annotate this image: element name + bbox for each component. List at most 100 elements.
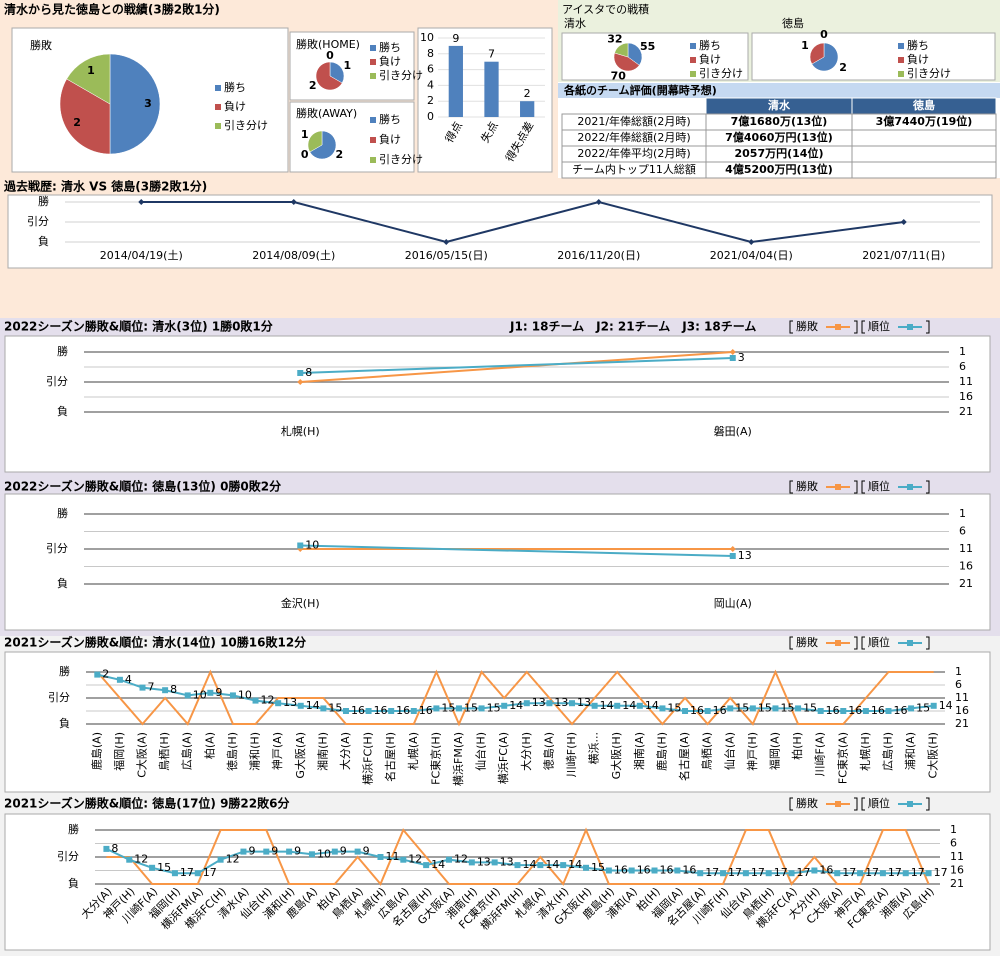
x-tick-label: 広島(A) [180, 732, 194, 770]
marker [729, 349, 736, 355]
data-label: 17 [842, 866, 856, 879]
marker [720, 870, 727, 877]
slice-label: 1 [343, 59, 351, 72]
chart-box [4, 813, 991, 951]
data-label: 7 [148, 681, 155, 694]
marker [546, 700, 553, 707]
x-tick-label: 名古屋(H) [383, 732, 397, 782]
data-label: 9 [215, 686, 222, 699]
table-cell-text: 2021/年俸総額(2月時) [577, 114, 690, 128]
legend-swatch [370, 157, 376, 163]
chart-box [4, 651, 991, 793]
x-tick-label: 2021/07/11(日) [862, 249, 945, 262]
legend-bracket [861, 797, 865, 811]
table-cell-text: 2022/年俸総額(2月時) [577, 130, 690, 144]
x-tick-label: 鳥栖(A) [700, 732, 714, 770]
legend-marker [835, 640, 841, 646]
bar [520, 101, 535, 117]
series-line [300, 357, 733, 374]
data-label: 14 [568, 858, 582, 871]
x-tick-label: 大分(H) [519, 732, 533, 771]
marker [365, 708, 372, 714]
data-label: 17 [911, 866, 925, 879]
marker [455, 705, 462, 712]
slice-label: 2 [73, 116, 81, 129]
section-title: アイスタでの戦積 [562, 2, 649, 16]
legend-marker [907, 484, 913, 490]
marker [331, 848, 338, 855]
pie-slice [66, 53, 111, 105]
data-label: 12 [226, 853, 240, 866]
legend-label: 勝敗 [796, 319, 818, 333]
x-tick-label: 仙台(H) [474, 732, 488, 771]
data-label: 16 [690, 704, 704, 717]
legend-bracket [854, 797, 858, 811]
slice-label: 55 [640, 40, 655, 53]
marker [636, 702, 643, 709]
chart-title: 徳島 [782, 16, 804, 30]
data-label: 13 [477, 855, 491, 868]
data-label: 14 [545, 858, 559, 871]
legend-marker [835, 324, 841, 330]
data-label: 16 [660, 864, 674, 877]
x-tick-label: 川崎F(H) [564, 732, 578, 777]
marker [682, 708, 689, 714]
data-label: 15 [464, 701, 478, 714]
data-label: 17 [797, 866, 811, 879]
bar-label: 2 [524, 87, 531, 100]
marker [194, 870, 201, 877]
slice-label: 70 [611, 70, 627, 83]
marker [834, 870, 841, 877]
data-label: 9 [294, 845, 301, 858]
data-label: 15 [735, 701, 749, 714]
chart-title: 2022シーズン勝敗&順位: 清水(3位) 1勝0敗1分 [4, 319, 273, 334]
legend-bracket [854, 320, 858, 334]
marker [275, 700, 282, 707]
y-tick-label: 勝 [57, 344, 68, 358]
data-label: 13 [554, 696, 568, 709]
marker [240, 848, 247, 855]
marker [103, 845, 110, 852]
marker [445, 856, 452, 863]
table-cell [851, 161, 997, 179]
marker [286, 848, 293, 855]
marker [388, 708, 395, 714]
x-tick-label: 福岡(A) [767, 732, 781, 770]
data-label: 16 [848, 704, 862, 717]
legend-bracket [854, 480, 858, 494]
legend-marker [835, 484, 841, 490]
marker [354, 848, 361, 855]
x-tick-label: FC東京(A) [835, 732, 849, 784]
legend-swatch [215, 104, 221, 110]
y2-tick-label: 21 [959, 577, 973, 590]
marker [377, 854, 384, 860]
y2-tick-label: 1 [955, 665, 962, 678]
bar [448, 45, 463, 117]
legend-swatch [370, 117, 376, 123]
data-label: 17 [180, 866, 194, 879]
legend-swatch [370, 137, 376, 143]
legend-bracket [926, 797, 930, 811]
legend-label: 引き分け [379, 152, 423, 166]
slice-label: 1 [87, 64, 95, 77]
data-label: 17 [705, 866, 719, 879]
data-label: 17 [728, 866, 742, 879]
marker [94, 671, 101, 678]
data-label: 16 [893, 704, 907, 717]
y2-tick-label: 6 [950, 837, 957, 850]
slice-label: 0 [301, 148, 309, 161]
legend-swatch [690, 57, 696, 63]
marker [342, 708, 349, 714]
legend-bracket [789, 480, 793, 494]
slice-label: 2 [309, 79, 317, 92]
x-tick-label: 神戸(H) [745, 732, 759, 771]
y2-tick-label: 16 [950, 864, 964, 877]
pie-slice [59, 78, 111, 155]
data-label: 15 [803, 701, 817, 714]
marker [162, 687, 169, 694]
marker [171, 870, 178, 877]
pie-slice [307, 130, 323, 153]
marker [468, 859, 475, 866]
y-tick-label: 4 [427, 78, 434, 91]
